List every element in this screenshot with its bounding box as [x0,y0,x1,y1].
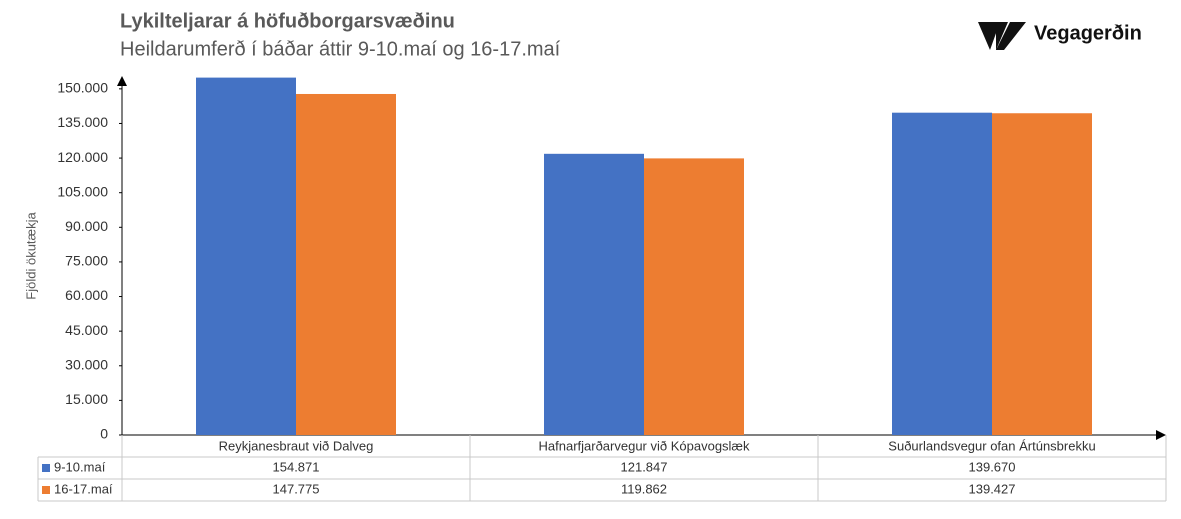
table-value: 139.427 [969,481,1016,496]
table-value: 121.847 [621,459,668,474]
legend-label: 16-17.maí [54,481,113,496]
bar [544,153,644,435]
x-tick-label: Reykjanesbraut við Dalveg [219,438,374,453]
legend-swatch [42,486,50,494]
y-tick-label: 30.000 [65,356,108,372]
y-tick-label: 90.000 [65,218,108,234]
table-value: 154.871 [273,459,320,474]
x-tick-label: Hafnarfjarðarvegur við Kópavogslæk [539,438,750,453]
legend-swatch [42,464,50,472]
chart-title: Lykilteljarar á höfuðborgarsvæðinu [120,10,455,32]
y-tick-label: 60.000 [65,287,108,303]
table-value: 147.775 [273,481,320,496]
chart-subtitle: Heildarumferð í báðar áttir 9-10.maí og … [120,38,561,60]
bar [644,158,744,435]
logo: Vegagerðin [978,22,1142,50]
y-axis-label: Fjöldi ökutækja [23,212,38,300]
x-axis-arrow [1156,430,1166,440]
y-axis-arrow [117,76,127,86]
x-tick-label: Suðurlandsvegur ofan Ártúnsbrekku [888,438,1095,453]
y-tick-label: 150.000 [57,80,108,96]
y-tick-label: 45.000 [65,322,108,338]
y-tick-label: 0 [100,426,108,442]
table-value: 139.670 [969,459,1016,474]
y-tick-label: 105.000 [57,183,108,199]
bar [196,77,296,436]
y-tick-label: 120.000 [57,149,108,165]
y-tick-label: 135.000 [57,114,108,130]
bar [892,112,992,435]
bar [296,93,396,435]
bar [992,113,1092,435]
legend-label: 9-10.maí [54,459,106,474]
table-value: 119.862 [621,481,667,496]
y-tick-label: 15.000 [65,391,108,407]
y-tick-label: 75.000 [65,253,108,269]
brand: Vegagerðin [1034,22,1142,44]
